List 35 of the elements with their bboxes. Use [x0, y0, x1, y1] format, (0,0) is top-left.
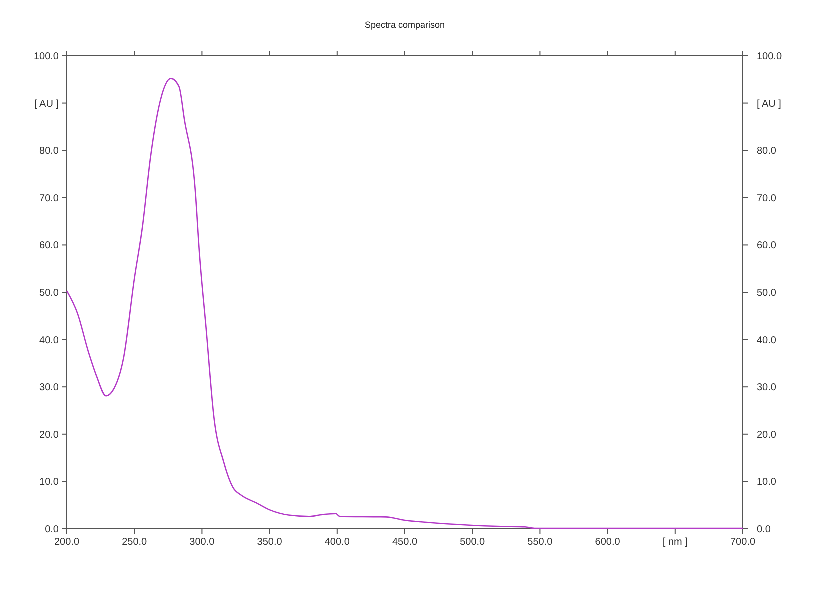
x-tick-label: 500.0	[460, 537, 486, 548]
x-tick-label: 300.0	[190, 537, 216, 548]
x-tick-label: 700.0	[730, 537, 756, 548]
y2-tick-label: 50.0	[757, 288, 777, 299]
y-tick-label: 0.0	[45, 524, 60, 536]
y2-tick-label: 20.0	[757, 430, 777, 441]
y2-tick-label: 30.0	[757, 382, 777, 394]
y-tick-label: 50.0	[40, 288, 60, 299]
line-series	[66, 78, 744, 530]
y2-tick-label: 10.0	[757, 477, 777, 488]
y-tick-label: 20.0	[40, 430, 60, 441]
y-tick-label: 10.0	[40, 477, 60, 488]
y-tick-label: 30.0	[40, 382, 60, 394]
y-tick-label: [ AU ]	[34, 98, 60, 110]
y2-tick-label: [ AU ]	[757, 98, 782, 110]
y2-tick-label: 60.0	[757, 240, 777, 252]
y2-tick-label: 40.0	[757, 335, 777, 346]
y2-tick-label: 0.0	[757, 524, 772, 536]
y2-tick-label: 80.0	[757, 146, 777, 158]
y-tick-label: 80.0	[40, 146, 60, 158]
x-tick-label: 450.0	[392, 537, 418, 548]
x-tick-label: [ nm ]	[662, 537, 688, 548]
y2-tick-label: 100.0	[757, 52, 782, 62]
x-tick-label: 250.0	[122, 537, 148, 548]
x-tick-label: 550.0	[528, 537, 554, 548]
y-tick-label: 70.0	[40, 193, 60, 204]
x-tick-label: 400.0	[324, 537, 350, 548]
y-tick-label: 60.0	[40, 240, 60, 252]
y2-tick-label: 70.0	[757, 193, 777, 204]
chart-title: Spectra comparison	[364, 20, 446, 30]
x-tick-label: 200.0	[54, 537, 80, 548]
y-tick-label: 100.0	[34, 52, 60, 62]
x-tick-label: 600.0	[595, 537, 621, 548]
x-tick-label: 350.0	[257, 537, 283, 548]
y-tick-label: 40.0	[40, 335, 60, 346]
